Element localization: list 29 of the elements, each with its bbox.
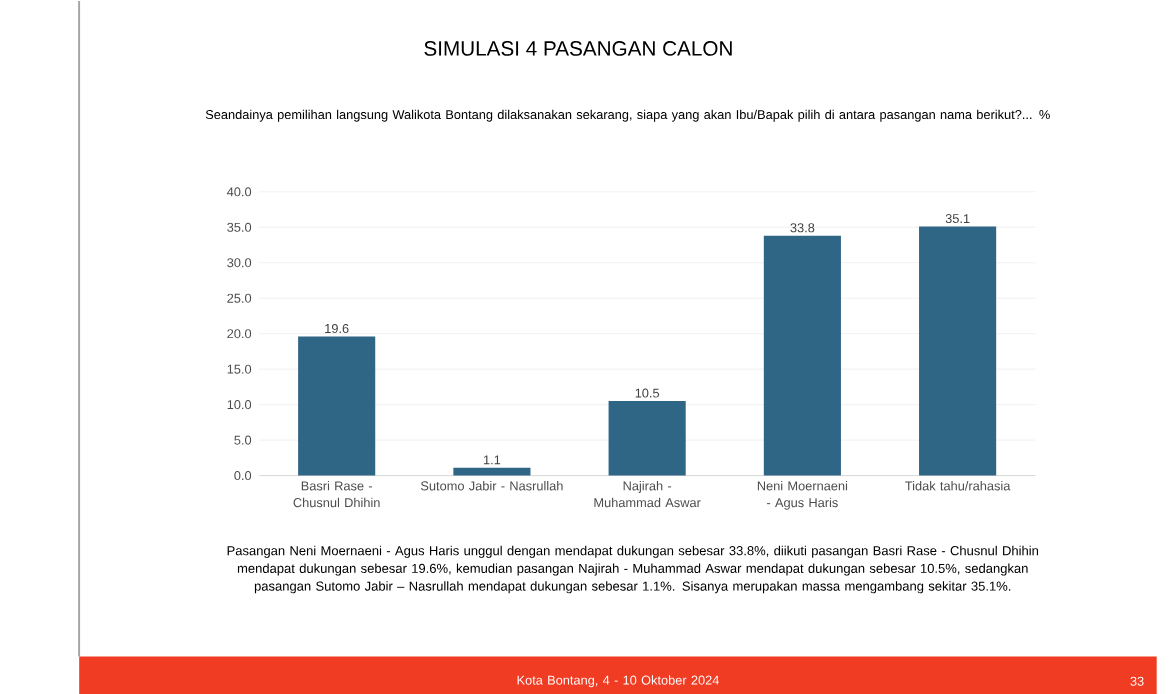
data-label: 1.1: [483, 455, 501, 465]
bar: [298, 336, 376, 476]
text: 33: [1130, 676, 1144, 686]
data-label: 19.6: [325, 323, 349, 333]
data-label: 33.8: [790, 223, 815, 233]
x-tick-label: Sutomo Jabir - Nasrullah: [420, 480, 563, 491]
data-label: 35.1: [945, 213, 970, 224]
bar: [763, 235, 841, 476]
y-tick-label: 10.0: [227, 400, 252, 410]
chart-title: SIMULASI 4 PASANGAN CALON: [424, 41, 732, 56]
y-tick-label: 40.0: [226, 187, 252, 197]
y-tick-label: 35.0: [227, 222, 252, 232]
x-tick-label: Neni Moernaeni - Agus Haris: [757, 480, 848, 510]
y-tick-label: 0.0: [234, 470, 252, 481]
bar: [453, 467, 531, 476]
data-label: 10.5: [635, 388, 660, 398]
y-tick-label: 15.0: [227, 364, 252, 374]
bar: [919, 226, 997, 476]
y-tick-label: 5.0: [234, 435, 252, 445]
y-tick-label: 30.0: [227, 258, 252, 268]
text: Pasangan Neni Moernaeni - Agus Haris unggul dengan mendapat dukungan sebesar 33.8%, diikuti pasangan Basri Rase - Chusnul Dhihin mendapat dukungan sebesar 19.6%, kemudian pasangan Najirah - Muhammad Aswar mendapat dukungan sebesar 10.5%, sedangkan pasangan Sutomo Jabir – Nasrullah mendapat dukungan sebesar 1.1%. Sisanya merupakan massa mengambang sekitar 35.1%.: [227, 545, 1039, 594]
x-tick-label: Basri Rase - Chusnul Dhihin: [293, 480, 380, 508]
text: Kota Bontang, 4 - 10 Oktober 2024: [517, 675, 720, 688]
x-tick-label: Tidak tahu/rahasia: [905, 480, 1011, 491]
bar: [608, 401, 686, 476]
y-tick-label: 20.0: [227, 329, 252, 339]
chart-subtitle: Seandainya pemilihan langsung Walikota Bontang dilaksanakan sekarang, siapa yang akan Ibu/Bapak pilih di antara pasangan nama berikut?... %: [205, 109, 1050, 122]
x-tick-label: Najirah - Muhammad Aswar: [594, 480, 701, 508]
y-tick-label: 25.0: [227, 293, 252, 303]
